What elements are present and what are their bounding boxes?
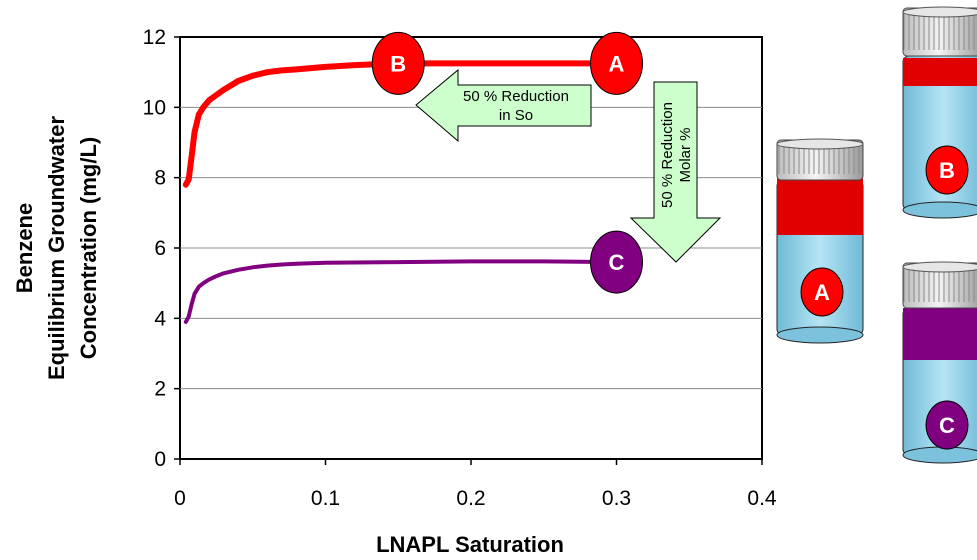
marker-circle xyxy=(590,230,643,294)
vial-cap-ridges xyxy=(903,269,977,302)
vial-cap-ridges xyxy=(903,14,977,50)
y-tick-label: 8 xyxy=(154,167,166,190)
x-tick-labels: 0 0.1 0.2 0.3 0.4 xyxy=(174,459,777,510)
vial-label: C xyxy=(939,413,955,438)
vial-bottom xyxy=(902,201,977,219)
x-axis-title: LNAPL Saturation xyxy=(376,532,564,557)
reduction-so-label-1: 50 % Reduction xyxy=(463,88,569,105)
vial-c: C xyxy=(902,261,977,464)
vial-cap-top xyxy=(902,6,977,18)
y-tick-labels: 0 2 4 6 8 10 12 xyxy=(143,26,180,471)
series-line-1 xyxy=(183,259,619,324)
y-axis-title-line-3: Concentration (mg/L) xyxy=(76,137,101,359)
y-axis-title-line-2: Equilibrium Groundwater xyxy=(44,116,69,380)
vial-band xyxy=(903,308,977,360)
vial-band xyxy=(903,58,977,86)
marker-c: C xyxy=(590,230,643,294)
y-tick-label: 4 xyxy=(154,307,166,330)
vial-label-disc xyxy=(925,400,969,450)
marker-label: A xyxy=(609,51,625,76)
plot-area: 0 0.1 0.2 0.3 0.4 0 2 4 6 8 10 12 50 % Reduction i… xyxy=(143,26,777,510)
vial-cap-ridges xyxy=(777,146,863,174)
x-tick-label: 0.3 xyxy=(602,487,631,510)
reduction-molar-label-2: Molar % xyxy=(677,127,694,182)
y-axis-title-line-1: Benzene xyxy=(12,203,37,293)
vial-a: A xyxy=(776,138,864,344)
vial-bottom xyxy=(902,446,977,464)
vial-label: B xyxy=(939,158,955,183)
y-tick-label: 12 xyxy=(143,26,166,49)
vial-b: B xyxy=(902,6,977,219)
reduction-molar-arrow: 50 % Reduction Molar % xyxy=(629,81,722,263)
vial-label-disc xyxy=(925,145,969,195)
vial-band xyxy=(777,178,863,235)
reduction-molar-label-1: 50 % Reduction xyxy=(659,102,676,208)
reduction-so-arrow: 50 % Reduction in So xyxy=(415,68,592,143)
vial-label-disc xyxy=(800,267,844,317)
marker-label: B xyxy=(390,51,406,76)
vial-label: A xyxy=(814,280,830,305)
marker-circle xyxy=(371,31,425,95)
point-markers: A B C xyxy=(371,31,643,294)
marker-b: B xyxy=(371,31,425,95)
y-tick-label: 0 xyxy=(154,448,166,471)
marker-a: A xyxy=(590,31,643,95)
vial-bottom xyxy=(776,326,864,344)
marker-label: C xyxy=(609,250,625,275)
marker-circle xyxy=(590,31,643,95)
x-tick-label: 0.4 xyxy=(747,487,777,510)
x-tick-label: 0.1 xyxy=(311,487,340,510)
sample-vials: A B C xyxy=(776,6,977,464)
y-tick-label: 2 xyxy=(154,378,166,401)
reduction-so-label-2: in So xyxy=(499,107,533,124)
y-tick-label: 10 xyxy=(143,96,166,119)
y-tick-label: 6 xyxy=(154,237,166,260)
y-axis-title: Benzene Equilibrium Groundwater Concentr… xyxy=(12,116,101,380)
vial-cap-top xyxy=(776,138,864,150)
x-tick-label: 0 xyxy=(174,487,186,510)
x-tick-label: 0.2 xyxy=(456,487,485,510)
vial-cap-top xyxy=(902,261,977,273)
